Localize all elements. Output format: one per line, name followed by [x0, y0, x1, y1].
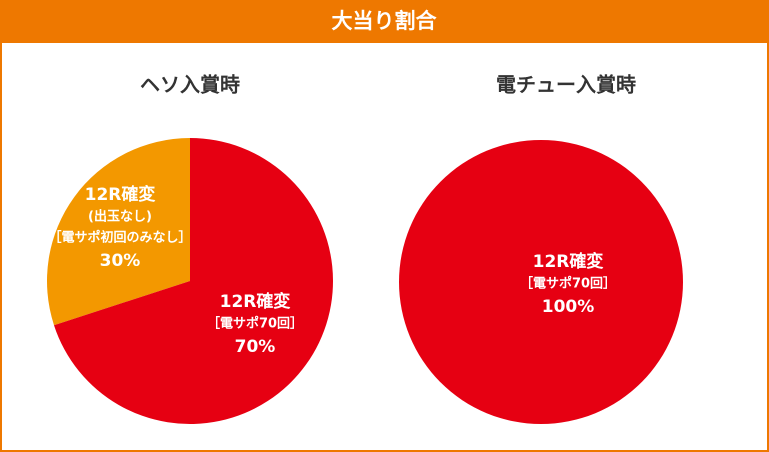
slice-value-label: 100% — [542, 297, 595, 317]
pie-slice — [46, 138, 190, 326]
slice-label: 12R確変 — [85, 184, 156, 205]
header-bar — [0, 0, 769, 43]
pie-slice — [53, 138, 334, 424]
slice-detail: ［電サポ70回］ — [520, 276, 616, 292]
pie-title: 電チュー入賞時 — [496, 73, 636, 97]
pie-slice — [399, 140, 683, 424]
slice-label: 12R確変 — [220, 291, 291, 312]
pie-title: ヘソ入賞時 — [140, 73, 240, 97]
slice-detail: ［電サポ初回のみなし］ — [48, 230, 191, 246]
slice-detail: (出玉なし) — [88, 209, 152, 225]
page-title: 大当り割合 — [332, 9, 438, 33]
slice-detail: ［電サポ70回］ — [207, 316, 303, 332]
slice-value-label: 70% — [235, 337, 276, 357]
slice-label: 12R確変 — [533, 251, 604, 272]
slice-value-label: 30% — [100, 251, 141, 271]
